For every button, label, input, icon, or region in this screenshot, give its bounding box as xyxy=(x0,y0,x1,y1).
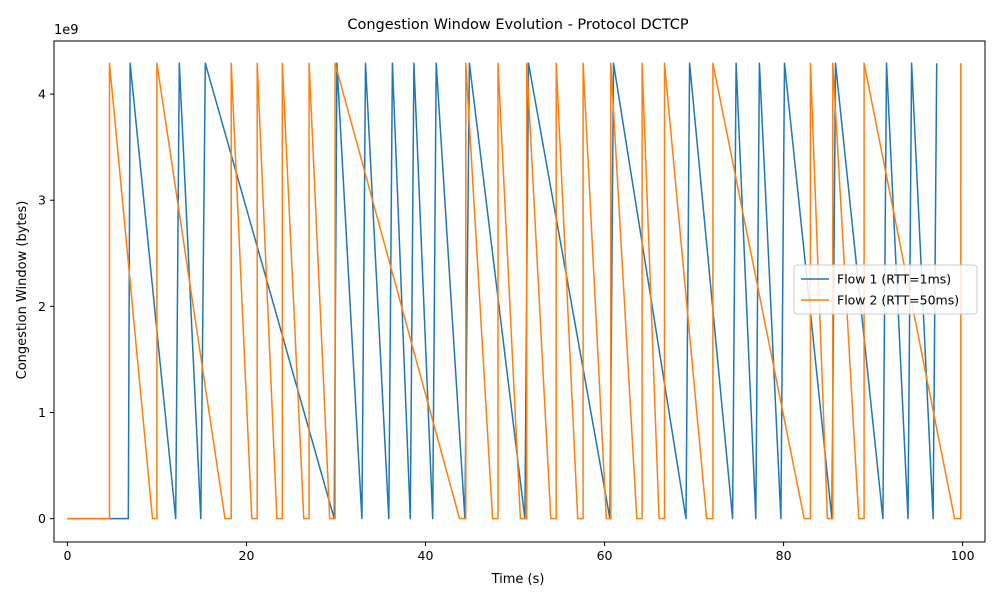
x-tick-label: 40 xyxy=(418,548,434,563)
legend-box xyxy=(793,264,978,315)
x-tick-label: 60 xyxy=(597,548,613,563)
x-axis-ticks: 0 20 40 60 80 100 xyxy=(63,542,975,563)
y-axis-ticks: 0 1 2 3 4 xyxy=(38,87,54,526)
x-tick-label: 80 xyxy=(776,548,792,563)
legend-label-2: Flow 2 (RTT=50ms) xyxy=(837,293,959,308)
y-offset-label: 1e9 xyxy=(54,23,79,38)
x-axis-label: Time (s) xyxy=(491,572,545,587)
legend-label-1: Flow 1 (RTT=1ms) xyxy=(837,272,951,287)
x-tick-label: 20 xyxy=(239,548,255,563)
y-tick-label: 4 xyxy=(38,87,46,102)
x-tick-label: 100 xyxy=(951,548,975,563)
chart-title: Congestion Window Evolution - Protocol D… xyxy=(347,17,689,33)
plot-area xyxy=(53,40,986,543)
y-tick-label: 0 xyxy=(38,511,46,526)
x-tick-label: 0 xyxy=(63,548,71,563)
series-line-2 xyxy=(67,62,962,520)
y-axis-label: Congestion Window (bytes) xyxy=(15,201,30,380)
y-tick-label: 3 xyxy=(38,193,46,208)
series-layer xyxy=(67,62,962,520)
y-tick-label: 2 xyxy=(38,299,46,314)
plot-frame xyxy=(53,40,986,543)
y-tick-label: 1 xyxy=(38,405,46,420)
legend: Flow 1 (RTT=1ms) Flow 2 (RTT=50ms) xyxy=(793,264,978,315)
